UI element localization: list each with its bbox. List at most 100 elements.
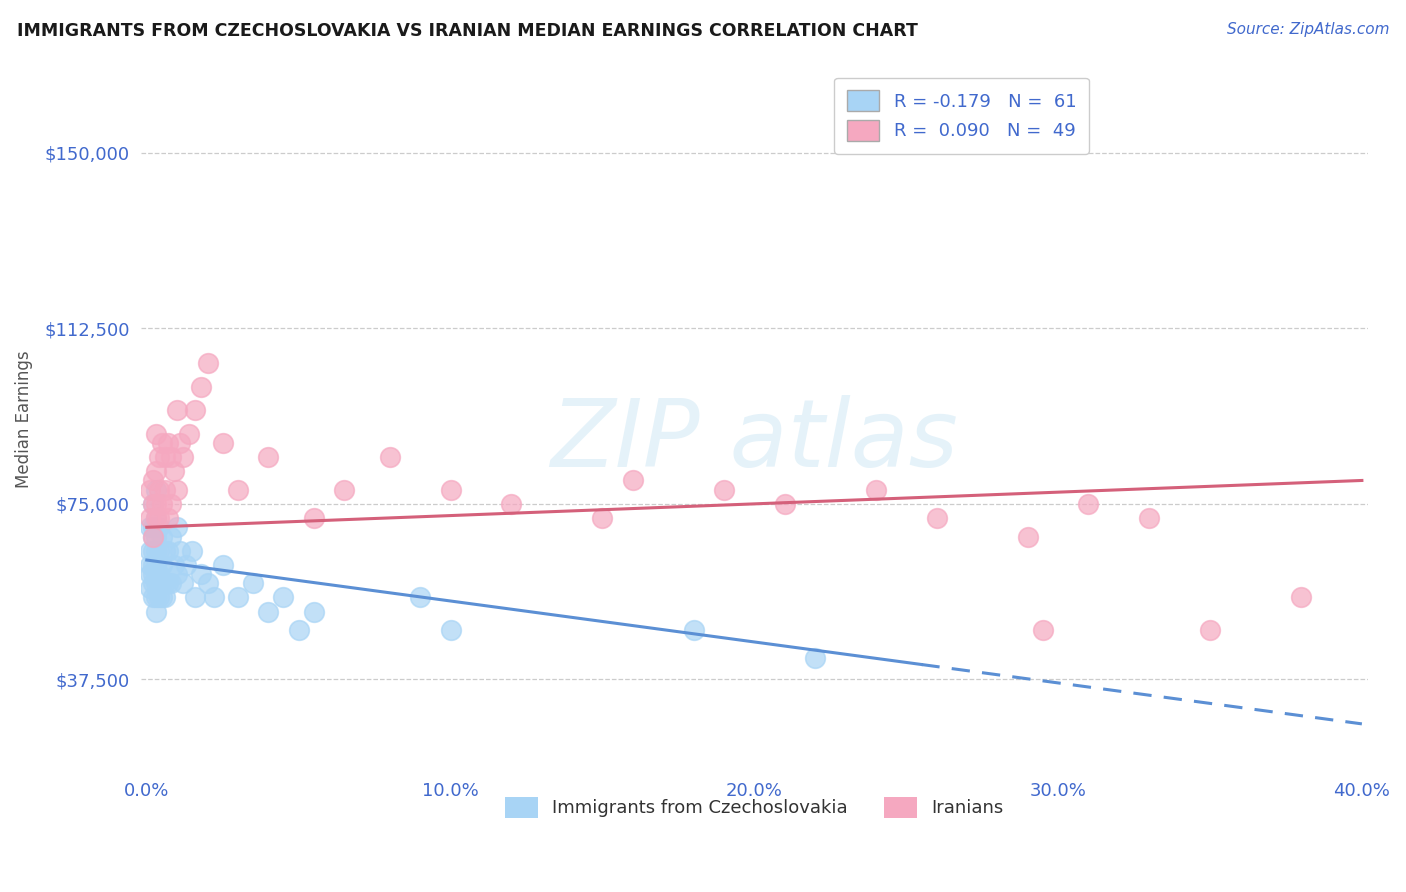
Point bbox=[169, 543, 191, 558]
Point bbox=[242, 576, 264, 591]
Point bbox=[139, 581, 162, 595]
Point bbox=[145, 558, 167, 572]
Point bbox=[142, 576, 165, 591]
Point bbox=[145, 543, 167, 558]
Point bbox=[142, 474, 165, 488]
Point bbox=[142, 530, 165, 544]
Point bbox=[333, 483, 356, 497]
Point bbox=[409, 591, 432, 605]
Point bbox=[145, 511, 167, 525]
Point bbox=[157, 576, 180, 591]
Point bbox=[142, 530, 165, 544]
Point bbox=[145, 605, 167, 619]
Point bbox=[145, 576, 167, 591]
Point bbox=[148, 567, 170, 582]
Point bbox=[148, 450, 170, 464]
Point bbox=[1032, 624, 1054, 638]
Point bbox=[439, 483, 461, 497]
Point bbox=[142, 543, 165, 558]
Point bbox=[1137, 511, 1160, 525]
Point bbox=[166, 483, 188, 497]
Point bbox=[257, 450, 280, 464]
Point bbox=[160, 576, 183, 591]
Point bbox=[163, 558, 186, 572]
Point bbox=[153, 591, 176, 605]
Point bbox=[190, 567, 212, 582]
Point bbox=[150, 591, 173, 605]
Point bbox=[181, 543, 204, 558]
Point bbox=[160, 530, 183, 544]
Point bbox=[150, 558, 173, 572]
Point bbox=[925, 511, 948, 525]
Point bbox=[160, 497, 183, 511]
Point bbox=[157, 436, 180, 450]
Text: ZIP atlas: ZIP atlas bbox=[550, 395, 959, 486]
Point bbox=[142, 520, 165, 534]
Point bbox=[166, 567, 188, 582]
Point bbox=[166, 403, 188, 417]
Point bbox=[139, 483, 162, 497]
Point bbox=[148, 511, 170, 525]
Point bbox=[153, 543, 176, 558]
Point bbox=[145, 483, 167, 497]
Point bbox=[145, 511, 167, 525]
Point bbox=[302, 511, 325, 525]
Point bbox=[1017, 530, 1039, 544]
Point bbox=[150, 576, 173, 591]
Point bbox=[145, 426, 167, 441]
Legend: Immigrants from Czechoslovakia, Iranians: Immigrants from Czechoslovakia, Iranians bbox=[498, 789, 1011, 825]
Point bbox=[172, 450, 194, 464]
Point bbox=[621, 474, 644, 488]
Point bbox=[169, 436, 191, 450]
Point bbox=[378, 450, 401, 464]
Point bbox=[202, 591, 225, 605]
Point bbox=[145, 520, 167, 534]
Point bbox=[172, 576, 194, 591]
Point bbox=[157, 543, 180, 558]
Point bbox=[591, 511, 613, 525]
Point bbox=[150, 436, 173, 450]
Point bbox=[211, 436, 233, 450]
Point bbox=[142, 591, 165, 605]
Point bbox=[153, 576, 176, 591]
Point bbox=[273, 591, 295, 605]
Point bbox=[145, 530, 167, 544]
Y-axis label: Median Earnings: Median Earnings bbox=[15, 351, 32, 489]
Point bbox=[142, 497, 165, 511]
Point bbox=[139, 520, 162, 534]
Point bbox=[148, 543, 170, 558]
Point bbox=[1077, 497, 1099, 511]
Point bbox=[139, 511, 162, 525]
Point bbox=[163, 464, 186, 478]
Point bbox=[139, 543, 162, 558]
Point bbox=[197, 356, 219, 370]
Point bbox=[145, 497, 167, 511]
Point bbox=[148, 591, 170, 605]
Point bbox=[148, 520, 170, 534]
Point bbox=[139, 558, 162, 572]
Point bbox=[142, 567, 165, 582]
Point bbox=[439, 624, 461, 638]
Point bbox=[184, 591, 207, 605]
Point bbox=[153, 450, 176, 464]
Point bbox=[150, 530, 173, 544]
Point bbox=[773, 497, 796, 511]
Point bbox=[157, 511, 180, 525]
Point bbox=[148, 483, 170, 497]
Point bbox=[142, 558, 165, 572]
Point bbox=[257, 605, 280, 619]
Point bbox=[211, 558, 233, 572]
Point bbox=[226, 483, 249, 497]
Point bbox=[865, 483, 887, 497]
Text: IMMIGRANTS FROM CZECHOSLOVAKIA VS IRANIAN MEDIAN EARNINGS CORRELATION CHART: IMMIGRANTS FROM CZECHOSLOVAKIA VS IRANIA… bbox=[17, 22, 918, 40]
Point bbox=[160, 450, 183, 464]
Point bbox=[148, 576, 170, 591]
Point bbox=[287, 624, 309, 638]
Point bbox=[682, 624, 704, 638]
Point bbox=[174, 558, 197, 572]
Point bbox=[713, 483, 735, 497]
Point bbox=[142, 497, 165, 511]
Point bbox=[1199, 624, 1222, 638]
Point bbox=[302, 605, 325, 619]
Point bbox=[145, 591, 167, 605]
